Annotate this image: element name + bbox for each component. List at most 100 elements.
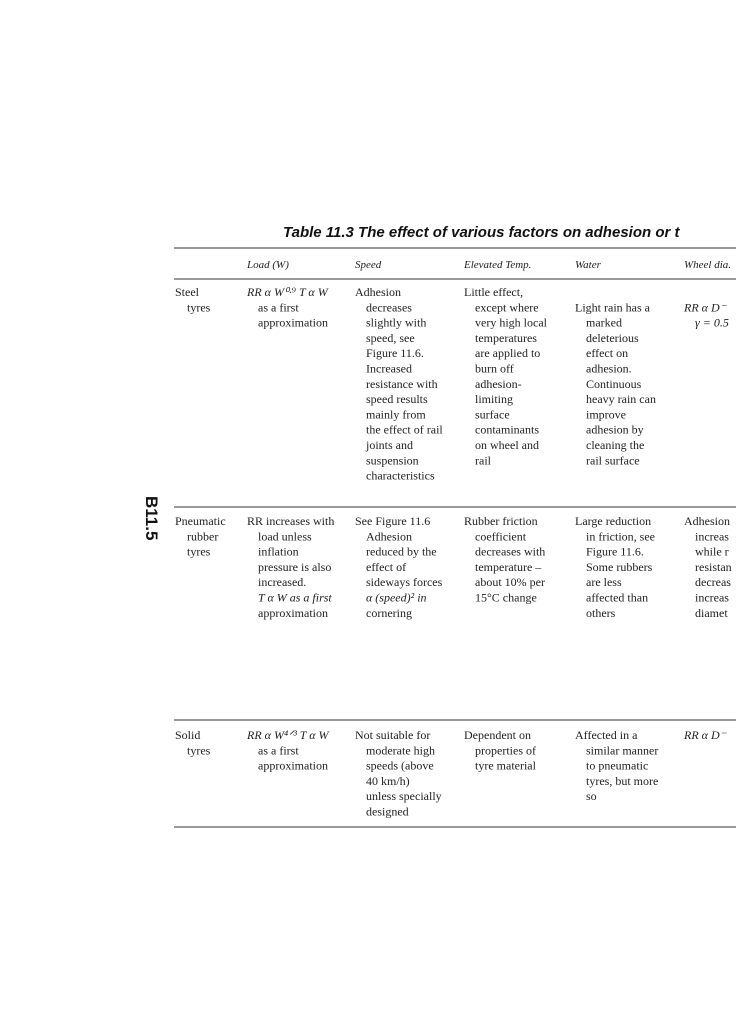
section-label: B11.5: [142, 496, 161, 540]
cell-text: effect on: [586, 346, 628, 360]
cell-text: approximation: [258, 316, 328, 330]
cell-text: RR α W⁴ᐟ³ T α W: [246, 728, 330, 742]
cell-text: effect of: [366, 560, 406, 574]
cell-text: as a first: [258, 743, 299, 757]
cell-text: temperatures: [475, 331, 537, 345]
cell-text: Figure 11.6.: [366, 346, 424, 360]
cell-text: resistan: [695, 560, 732, 574]
cell-text: RR α D⁻: [683, 300, 728, 314]
cell-text: Adhesion: [355, 285, 401, 299]
cell-text: about 10% per: [475, 575, 545, 589]
cell-text: decreas: [695, 575, 731, 589]
cell-text: the effect of rail: [366, 423, 443, 437]
cell-text: RR α W⁰·⁹ T α W: [246, 285, 329, 299]
cell-text: Not suitable for: [355, 728, 430, 742]
cell-text: load unless: [258, 529, 312, 543]
cell-text: adhesion by: [586, 423, 644, 437]
row-label: rubber: [187, 529, 218, 543]
cell-text: speed, see: [366, 331, 415, 345]
cell-text: Adhesion: [366, 529, 412, 543]
cell-text: designed: [366, 805, 409, 819]
cell-text: Light rain has a: [575, 300, 651, 314]
cell-text: improve: [586, 407, 626, 421]
row-label: Steel: [175, 285, 200, 299]
cell-text: increas: [695, 529, 729, 543]
cell-text: 40 km/h): [366, 774, 410, 788]
row-label: tyres: [187, 545, 211, 559]
cell-text: diamet: [695, 606, 728, 620]
column-header: Speed: [355, 259, 382, 271]
cell-text: γ = 0.5: [695, 316, 729, 330]
row-label: tyres: [187, 743, 211, 757]
cell-text: speed results: [366, 392, 428, 406]
table-title: Table 11.3 The effect of various factors…: [283, 224, 680, 241]
cell-text: tyre material: [475, 759, 537, 773]
cell-text: similar manner: [586, 743, 658, 757]
cell-text: deleterious: [586, 331, 639, 345]
cell-text: joints and: [365, 438, 413, 452]
cell-text: Dependent on: [464, 728, 531, 742]
cell-text: limiting: [475, 392, 513, 406]
cell-text: increas: [695, 591, 729, 605]
cell-text: 15°C change: [475, 591, 537, 605]
cell-text: slightly with: [366, 316, 426, 330]
cell-text: Little effect,: [464, 285, 523, 299]
cell-text: See Figure 11.6: [355, 514, 430, 528]
cell-text: resistance with: [366, 377, 438, 391]
cell-text: speeds (above: [366, 759, 434, 773]
cell-text: moderate high: [366, 743, 435, 757]
cell-text: to pneumatic: [586, 759, 648, 773]
cell-text: burn off: [475, 362, 514, 376]
cell-text: Adhesion: [684, 514, 730, 528]
cell-text: in friction, see: [586, 529, 655, 543]
row-label: tyres: [187, 300, 211, 314]
cell-text: pressure is also: [258, 560, 331, 574]
cell-text: increased.: [258, 575, 306, 589]
cell-text: Affected in a: [575, 728, 638, 742]
cell-text: α (speed)² in: [366, 591, 427, 605]
cell-text: unless specially: [366, 789, 442, 803]
row-label: Solid: [175, 728, 200, 742]
cell-text: heavy rain can: [586, 392, 656, 406]
cell-text: surface: [475, 407, 510, 421]
cell-text: as a first: [258, 300, 299, 314]
cell-text: on wheel and: [475, 438, 539, 452]
column-header: Load (W): [246, 259, 289, 271]
cell-text: except where: [475, 300, 539, 314]
cell-text: RR α D⁻: [683, 728, 728, 742]
cell-text: while r: [695, 545, 729, 559]
cell-text: tyres, but more: [586, 774, 658, 788]
column-header: Wheel dia.: [684, 259, 731, 271]
cell-text: approximation: [258, 606, 328, 620]
cell-text: coefficient: [475, 529, 527, 543]
cell-text: sideways forces: [366, 575, 443, 589]
cell-text: properties of: [475, 743, 536, 757]
cell-text: very high local: [475, 316, 548, 330]
cell-text: rail surface: [586, 453, 640, 467]
cell-text: RR increases with: [247, 514, 334, 528]
cell-text: so: [586, 789, 597, 803]
cell-text: suspension: [366, 453, 419, 467]
cell-text: decreases with: [475, 545, 545, 559]
cell-text: marked: [586, 316, 622, 330]
cell-text: adhesion.: [586, 362, 632, 376]
cell-text: cleaning the: [586, 438, 644, 452]
cell-text: Increased: [366, 362, 412, 376]
cell-text: are less: [586, 575, 622, 589]
row-label: Pneumatic: [175, 514, 226, 528]
cell-text: approximation: [258, 759, 328, 773]
cell-text: cornering: [366, 606, 412, 620]
cell-text: decreases: [366, 300, 412, 314]
cell-text: T α W as a first: [258, 591, 332, 605]
cell-text: contaminants: [475, 423, 539, 437]
cell-text: reduced by the: [366, 545, 437, 559]
column-header: Elevated Temp.: [463, 259, 531, 271]
cell-text: Continuous: [586, 377, 642, 391]
cell-text: characteristics: [366, 469, 435, 483]
cell-text: Large reduction: [575, 514, 651, 528]
cell-text: rail: [475, 453, 492, 467]
cell-text: others: [586, 606, 616, 620]
cell-text: Figure 11.6.: [586, 545, 644, 559]
